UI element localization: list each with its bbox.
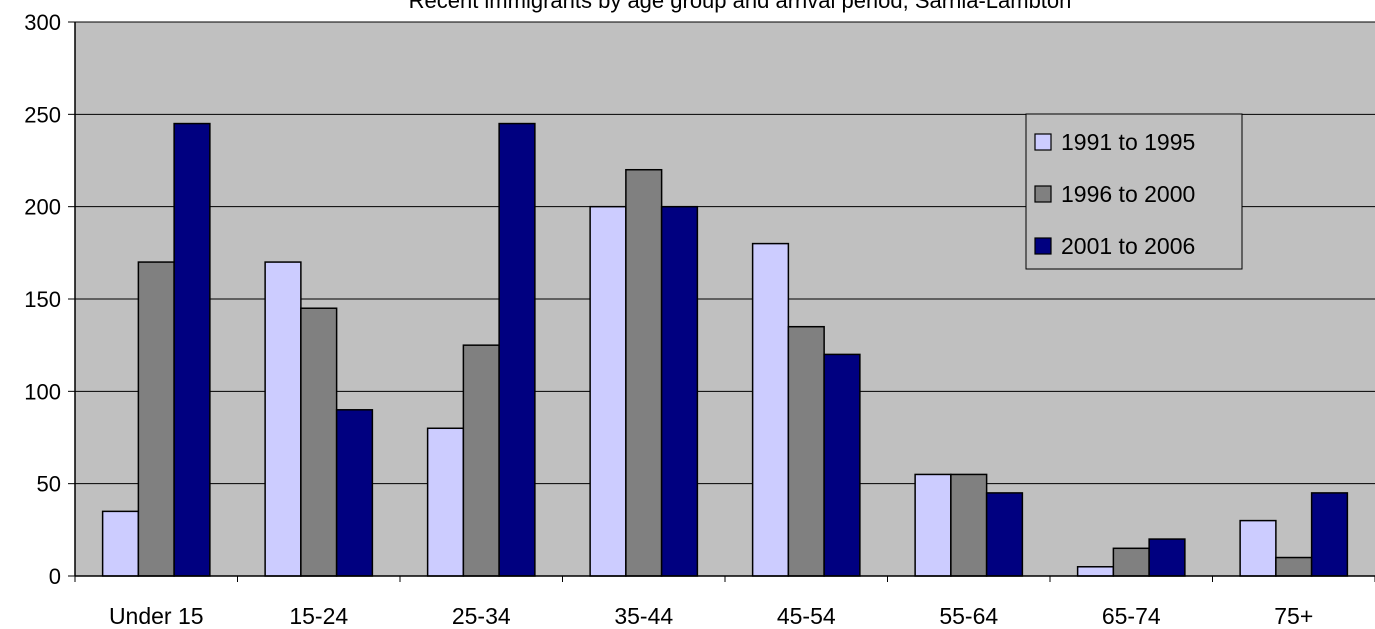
y-tick-label: 0	[49, 564, 61, 589]
bar	[1310, 492, 1349, 577]
bar	[914, 473, 952, 577]
legend: 1991 to 1995 1996 to 2000 2001 to 2006	[1025, 113, 1243, 270]
x-tick-label: 25-34	[452, 603, 511, 629]
bar	[300, 307, 338, 577]
bar	[335, 409, 374, 577]
bar	[823, 353, 861, 577]
bar	[173, 122, 211, 577]
y-tick-label: 150	[24, 287, 61, 312]
x-tick-label: 75+	[1274, 603, 1313, 629]
legend-box	[1025, 113, 1243, 270]
bar	[787, 325, 825, 577]
y-tick-label: 300	[24, 10, 61, 35]
y-tick-label: 200	[24, 195, 61, 220]
bar	[625, 168, 663, 577]
x-tick-label: Under 15	[109, 603, 204, 629]
legend-swatch	[1034, 237, 1052, 255]
bar	[1112, 547, 1150, 577]
bar	[137, 261, 175, 577]
y-axis-ticks: 0 50 100 150 200 250 300	[24, 10, 75, 589]
y-tick-label: 100	[24, 379, 61, 404]
bar	[589, 205, 627, 577]
x-tick-label: 55-64	[939, 603, 998, 629]
legend-label: 1996 to 2000	[1061, 181, 1195, 207]
legend-label: 2001 to 2006	[1061, 233, 1195, 259]
y-tick-label: 250	[24, 102, 61, 127]
y-tick-label: 50	[37, 472, 61, 497]
bar	[751, 242, 790, 577]
bar	[660, 205, 699, 577]
bar	[1275, 556, 1313, 577]
bar	[426, 427, 465, 577]
legend-swatch	[1034, 133, 1052, 151]
x-tick-label: 65-74	[1102, 603, 1161, 629]
x-tick-label: 45-54	[777, 603, 836, 629]
legend-swatch	[1034, 185, 1052, 203]
bar	[985, 492, 1024, 577]
bar	[950, 473, 988, 577]
bar	[462, 344, 500, 577]
bar	[498, 122, 536, 577]
bar	[1239, 519, 1277, 577]
x-axis-ticks: Under 15 15-24 25-34 35-44 45-54 55-64 65-74 75…	[74, 576, 1375, 629]
bar	[264, 261, 302, 577]
bar	[101, 510, 140, 577]
legend-label: 1991 to 1995	[1061, 129, 1195, 155]
chart-title: Recent immigrants by age group and arriv…	[409, 0, 1072, 13]
bar	[1148, 538, 1186, 577]
bar	[1076, 566, 1115, 577]
x-tick-label: 15-24	[289, 603, 348, 629]
x-tick-label: 35-44	[614, 603, 673, 629]
